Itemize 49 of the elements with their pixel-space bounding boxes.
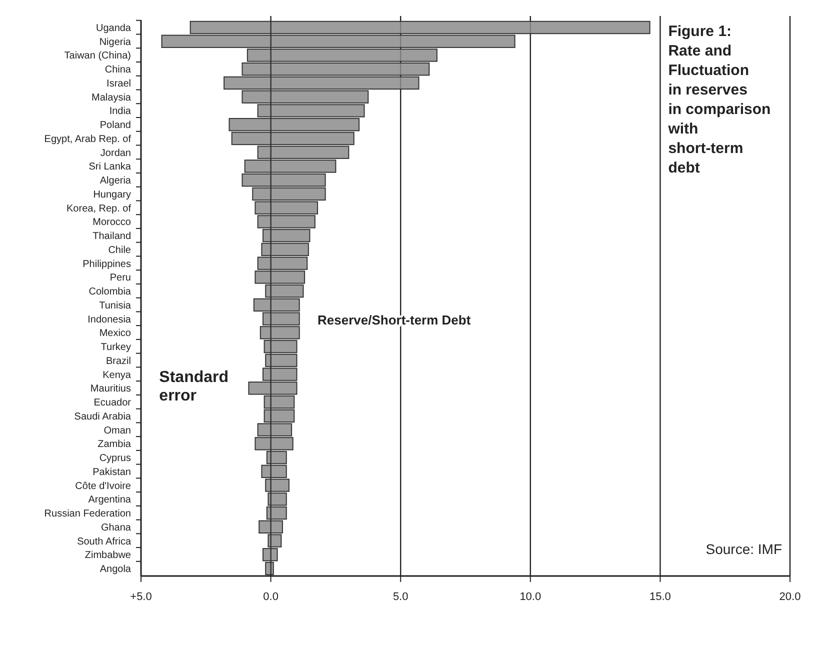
y-tick-label: Algeria: [100, 176, 132, 187]
x-tick-label: 15.0: [649, 591, 671, 603]
y-tick-label: Nigeria: [99, 36, 132, 48]
text: Figure 1: Rate and Fluctuation in reserves in comparison with short-term debt: [667, 23, 771, 176]
y-tick-label: Kenya: [102, 370, 132, 381]
annotation: Source: IMF: [706, 541, 782, 557]
y-tick-label: Jordan: [100, 148, 131, 159]
y-tick-label: Malaysia: [92, 92, 132, 104]
y-tick-label: Argentina: [88, 494, 132, 506]
y-tick-label: Colombia: [88, 286, 132, 298]
x-tick-label: 20.0: [779, 591, 801, 603]
y-tick-label: Tunisia: [99, 300, 132, 312]
x-tick-label: 5.0: [392, 591, 408, 603]
y-tick-label: Pakistan: [92, 466, 131, 478]
y-tick-label: Korea, Rep. of: [66, 203, 132, 214]
y-tick-label: Mexico: [99, 328, 132, 340]
y-tick-label: Egypt, Arab Rep. of: [44, 134, 132, 145]
y-tick-label: Poland: [100, 120, 131, 132]
y-tick-label: Morocco: [92, 217, 132, 228]
y-tick-label: Zambia: [98, 439, 132, 450]
y-tick-label: Israel: [106, 78, 131, 90]
y-tick-label: Saudi Arabia: [74, 411, 132, 422]
y-tick-label: Thailand: [92, 231, 131, 242]
x-tick-label: 0.0: [263, 591, 278, 603]
y-tick-label: Indonesia: [88, 314, 132, 326]
y-tick-label: Chile: [108, 244, 132, 256]
x-tick-label: +5.0: [130, 591, 152, 603]
y-tick-label: Hungary: [93, 189, 131, 200]
x-tick-label: 10.0: [520, 591, 542, 603]
y-tick-label: Taiwan (China): [64, 50, 131, 62]
y-tick-label: India: [109, 106, 132, 118]
y-tick-label: Turkey: [100, 342, 131, 354]
y-tick-label: Uganda: [96, 22, 132, 34]
y-tick-label: Peru: [110, 272, 131, 284]
y-tick-label: Côte d'Ivoire: [75, 480, 132, 492]
y-tick-label: Angola: [100, 564, 132, 576]
y-tick-label: Ecuador: [94, 398, 132, 409]
y-tick-label: Brazil: [106, 356, 131, 367]
y-tick-label: Sri Lanka: [88, 162, 132, 173]
y-tick-label: Ghana: [100, 522, 132, 534]
y-tick-label: South Africa: [77, 536, 132, 548]
y-tick-label: Oman: [104, 425, 131, 436]
y-tick-label: Philippines: [82, 258, 131, 270]
y-tick-label: China: [104, 64, 132, 76]
y-tick-label: Cyprus: [99, 453, 131, 464]
series-label: Standard error: [159, 369, 229, 404]
y-tick-label: Russian Federation: [44, 508, 131, 520]
y-tick-label: Zimbabwe: [84, 550, 132, 562]
y-tick-label: Mauritius: [90, 384, 131, 395]
